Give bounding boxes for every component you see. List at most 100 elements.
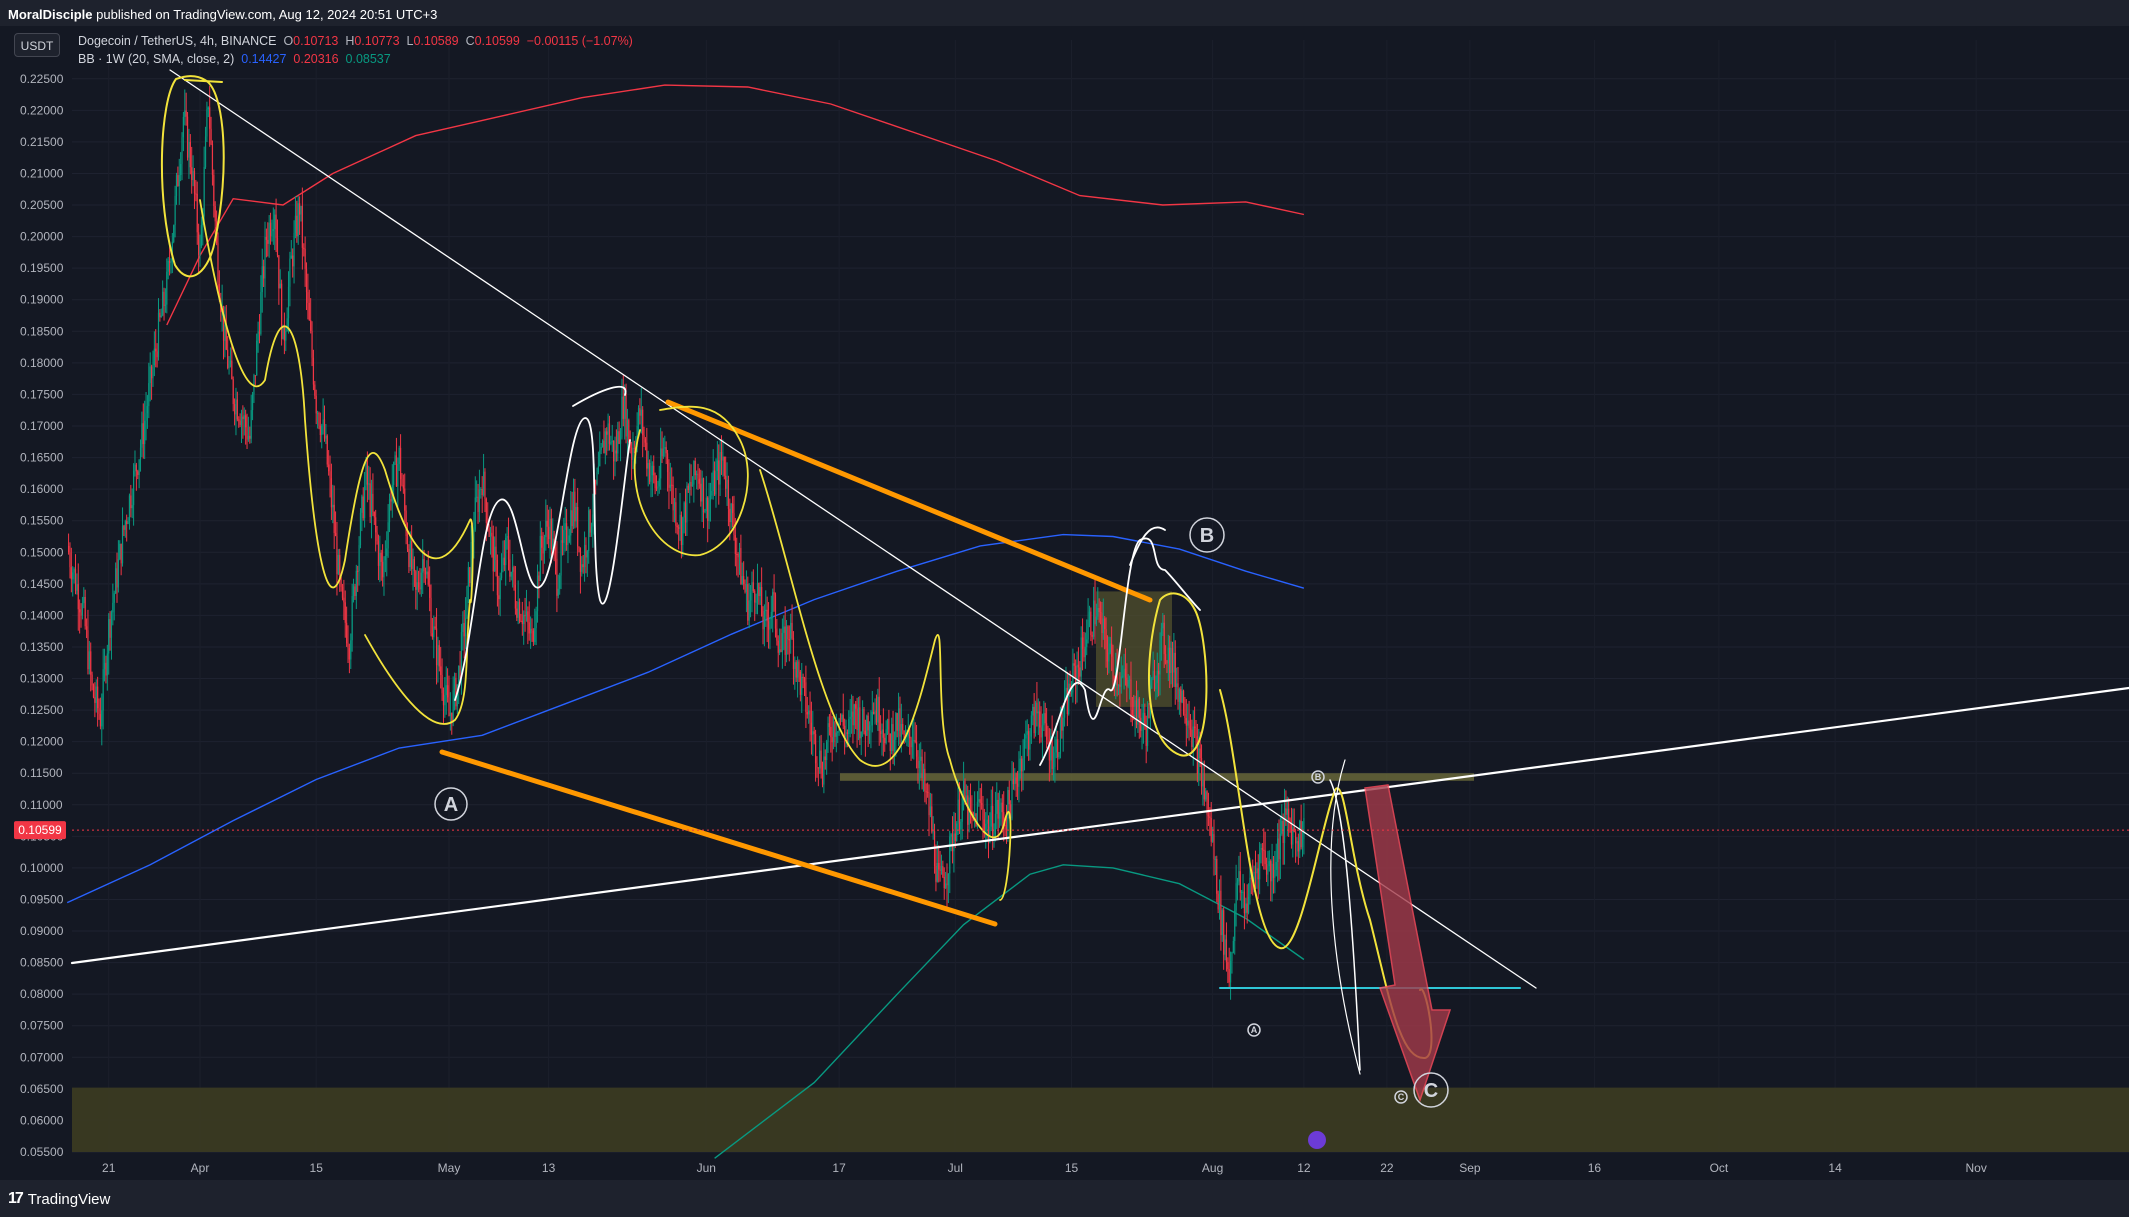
candle-body (1153, 670, 1156, 690)
candle-body (314, 384, 316, 396)
candle-body (844, 725, 846, 737)
candle-body (611, 440, 613, 443)
candle-body (617, 431, 619, 454)
candle-body (387, 522, 389, 549)
candle-body (1065, 687, 1067, 697)
candle-body (1265, 864, 1268, 875)
candle-body (506, 535, 508, 538)
candle-body (530, 628, 532, 634)
candle-body (281, 283, 283, 340)
candle-body (913, 740, 915, 742)
y-tick-label: 0.15000 (20, 545, 64, 559)
candle-body (650, 475, 652, 482)
candle-body (279, 283, 281, 289)
candle-body (460, 631, 463, 679)
author-name[interactable]: MoralDisciple (8, 7, 93, 22)
candle-body (1282, 820, 1284, 844)
candle-body (437, 645, 439, 666)
candle-body (889, 733, 891, 752)
candle-body (275, 214, 277, 239)
candle-body (242, 416, 244, 420)
candle-body (756, 583, 759, 602)
candle-body (1194, 726, 1196, 729)
candle-body (222, 305, 225, 341)
legend-open-label: O (283, 34, 294, 48)
candle-body (393, 462, 395, 486)
candle-body (552, 538, 554, 550)
legend-symbol[interactable]: Dogecoin / TetherUS, 4h, BINANCE (78, 34, 277, 48)
candle-body (816, 763, 818, 768)
candle-body (803, 677, 806, 683)
yellow-circle-top (160, 75, 225, 278)
candle-body (748, 600, 750, 621)
candle-body (303, 247, 305, 249)
candle-body (1059, 712, 1062, 754)
candle-body (251, 394, 254, 411)
price-chart[interactable]: A B C B A C 0.05500 0.06000 0.06500 0.07000 0.075… (0, 26, 2129, 1180)
x-tick-label: Aug (1202, 1161, 1223, 1175)
candle-body (842, 714, 844, 726)
candle-body (285, 331, 287, 341)
candle-body (780, 649, 782, 653)
candle-body (1003, 812, 1005, 825)
candle-body (762, 616, 764, 630)
candle-body (520, 620, 522, 622)
candle-body (586, 551, 588, 558)
y-tick-label: 0.06000 (20, 1113, 64, 1127)
candle-body (938, 862, 940, 870)
candle-body (752, 582, 754, 591)
white-path-down (1329, 779, 1361, 1071)
candle-body (1235, 883, 1237, 911)
candle-body (423, 559, 425, 571)
candle-body (949, 836, 951, 874)
candle-body (1188, 720, 1190, 729)
candle-body (177, 175, 179, 187)
price-axis[interactable]: 0.05500 0.06000 0.06500 0.07000 0.07500 0.080… (14, 72, 2129, 1159)
symbol-button[interactable]: USDT (14, 33, 60, 57)
candle-body (839, 718, 842, 720)
candle-body (925, 791, 927, 793)
orange-channel-bottom (439, 749, 998, 927)
candle-body (870, 725, 872, 727)
candle-body (1018, 771, 1020, 787)
ascending-trendline (70, 686, 2129, 965)
candle-body (830, 726, 832, 738)
candle-body (1144, 712, 1146, 727)
indicator-name[interactable]: BB · 1W (20, SMA, close, 2) (78, 52, 235, 66)
y-tick-label: 0.21000 (20, 166, 64, 180)
candle-body (886, 718, 889, 730)
candle-body (301, 205, 303, 248)
candle-body (716, 460, 718, 472)
candle-body (906, 736, 908, 738)
candle-body (967, 795, 969, 825)
y-tick-label: 0.18500 (20, 324, 64, 338)
tradingview-logo[interactable]: 17 TradingView (8, 1190, 110, 1208)
candle-body (67, 545, 70, 553)
time-axis[interactable]: 21 Apr 15 May 13 Jun 17 Jul 15 Aug 12 22 Sep 16 Oct 14 N… (102, 1131, 1987, 1175)
candle-body (373, 511, 375, 518)
candle-body (465, 618, 467, 637)
candle-body (192, 170, 194, 181)
candle-body (655, 488, 658, 490)
candle-body (683, 502, 685, 518)
candle-body (1281, 820, 1283, 834)
candle-body (1063, 696, 1066, 718)
candle-body (178, 174, 180, 187)
candle-body (915, 742, 918, 757)
y-tick-label: 0.16500 (20, 451, 64, 465)
candle-body (754, 590, 756, 603)
candle-body (954, 833, 956, 842)
candle-body (939, 869, 941, 871)
candle-body (766, 609, 768, 622)
candle-body (263, 266, 265, 279)
candle-body (1099, 612, 1102, 614)
candle-body (1137, 698, 1139, 725)
candle-body (1062, 717, 1064, 731)
candle-body (1212, 834, 1214, 842)
candle-body (444, 695, 446, 706)
chart-area[interactable]: A B C B A C 0.05500 0.06000 0.06500 0.07000 0.075… (0, 26, 2129, 1180)
candle-body (278, 255, 280, 289)
candle-body (1133, 715, 1135, 718)
zones (72, 591, 2129, 1152)
candle-body (159, 312, 161, 318)
